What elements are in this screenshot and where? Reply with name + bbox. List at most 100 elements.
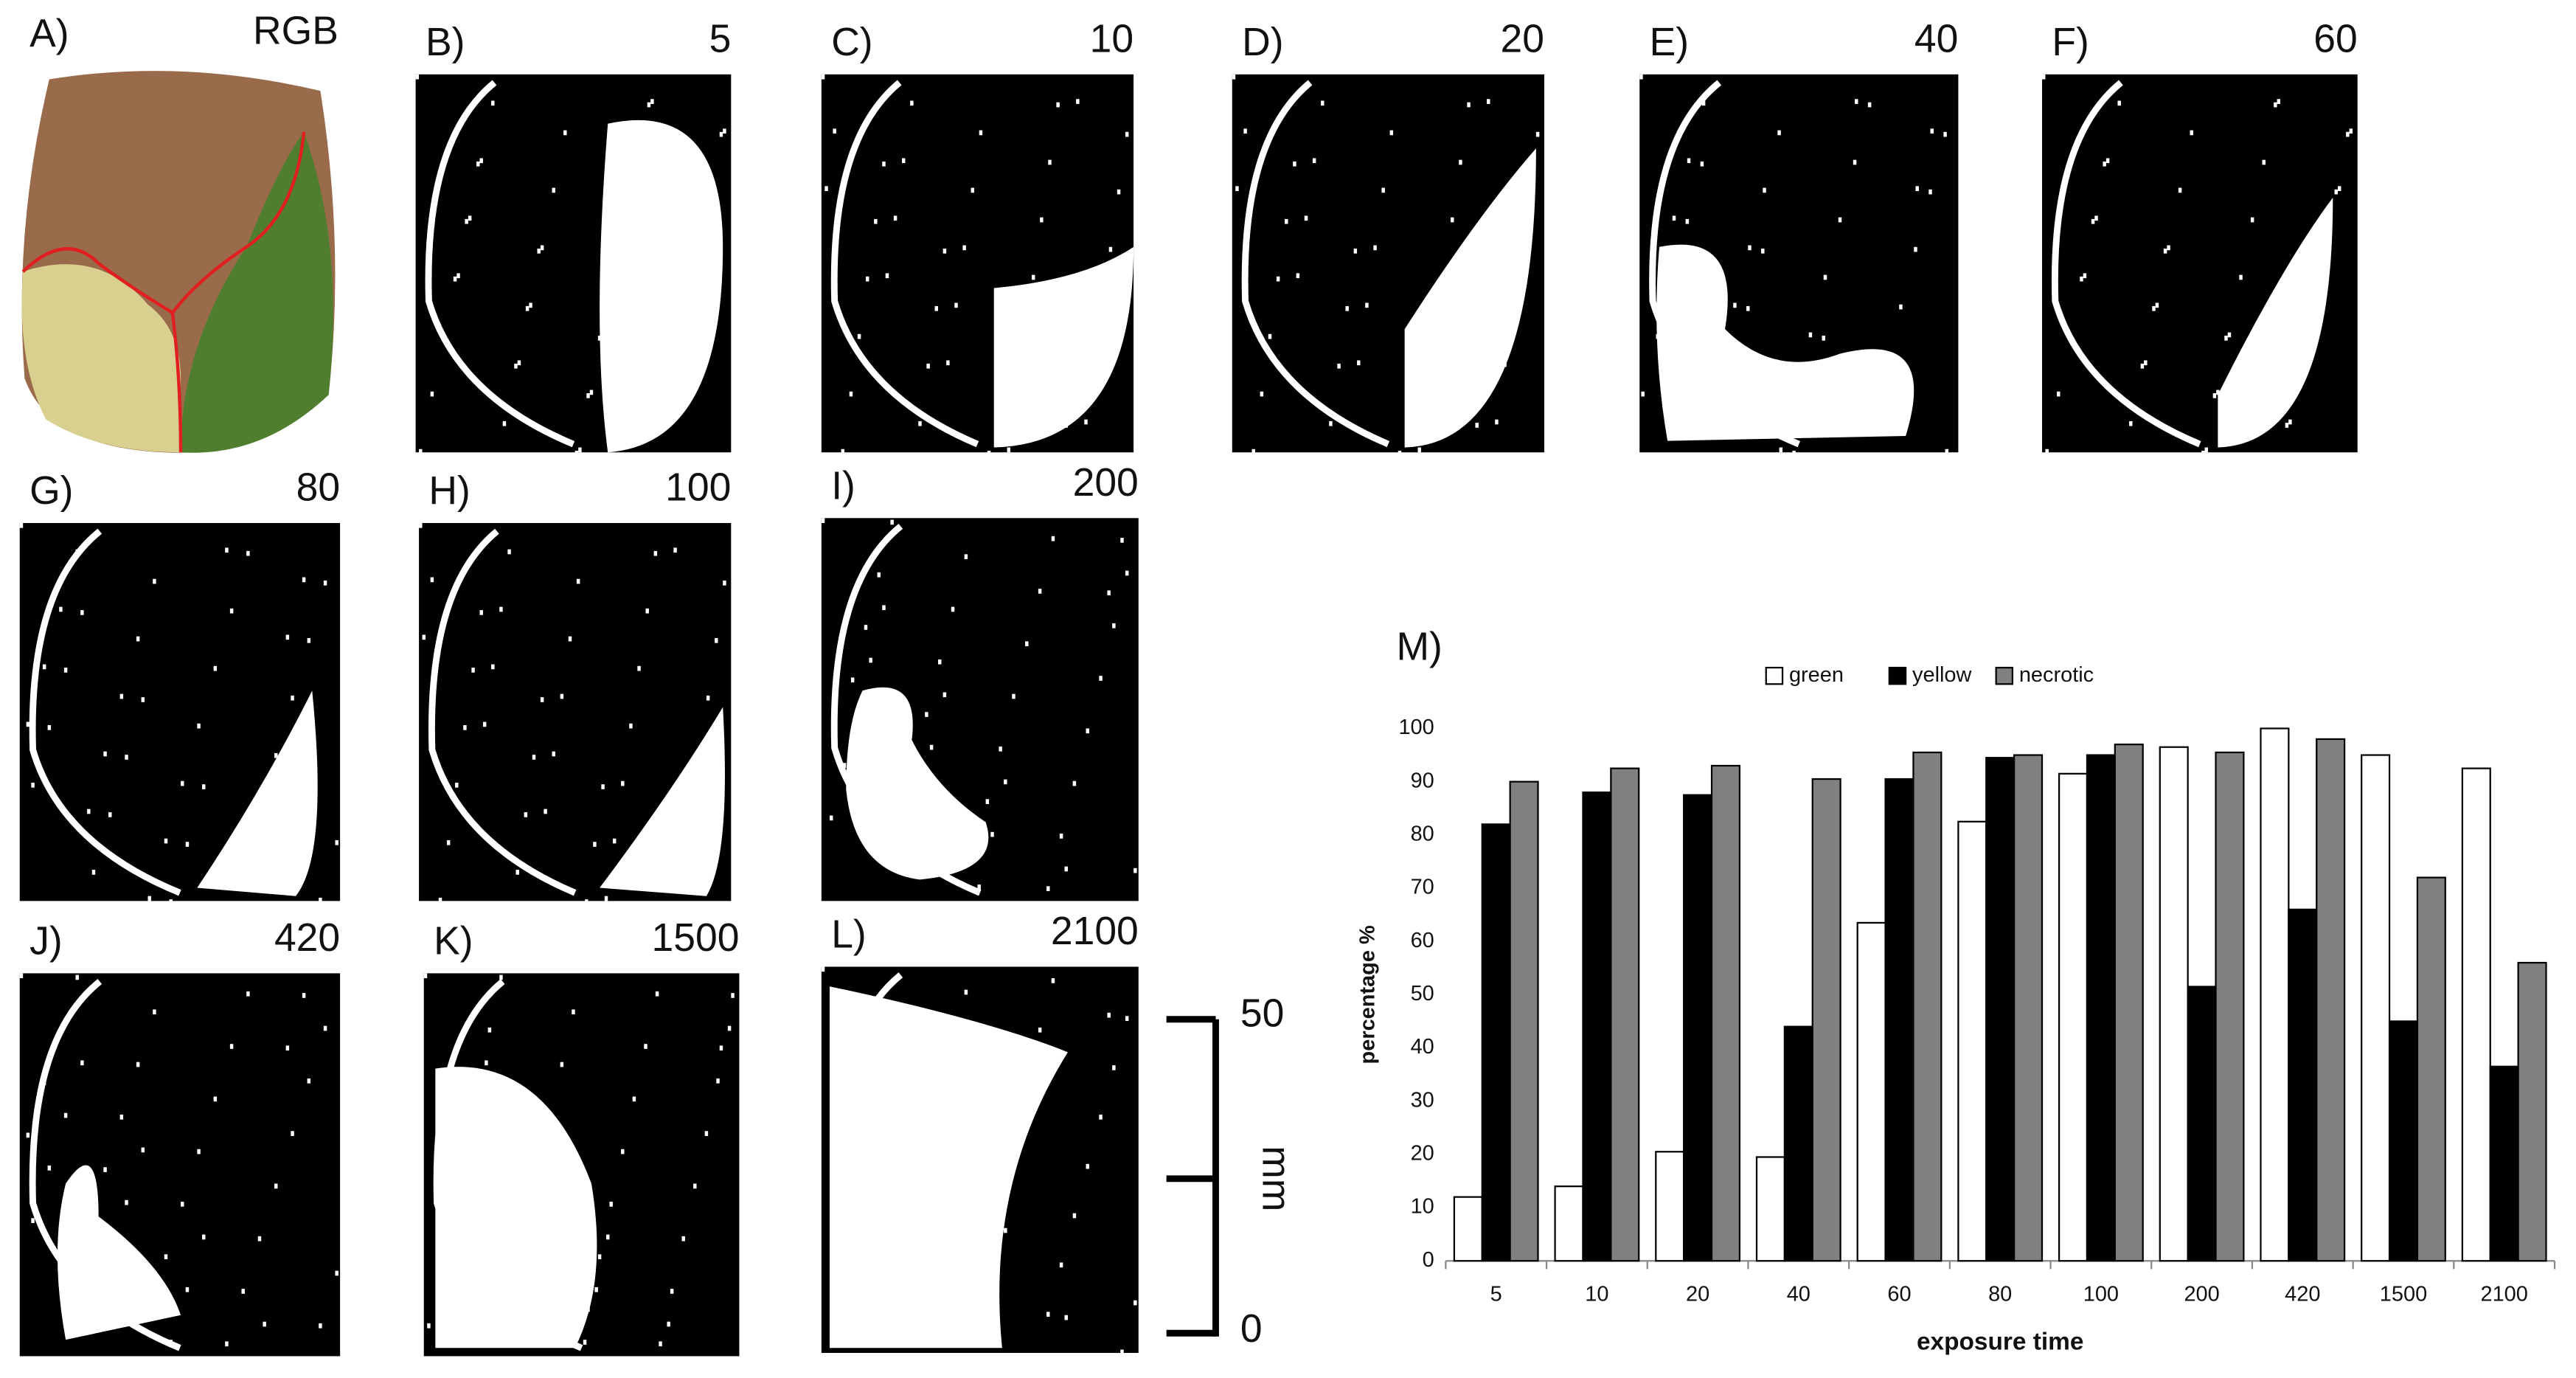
image-speck [877, 1001, 881, 1006]
image-speck [929, 744, 934, 750]
bar [2461, 767, 2491, 1262]
image-speck [1285, 218, 1288, 224]
image-speck [108, 1253, 112, 1258]
image-speck [63, 1112, 68, 1118]
panel-caption: 60 [2313, 17, 2357, 60]
image-speck [659, 423, 662, 428]
image-speck [1064, 423, 1068, 428]
image-speck [225, 547, 229, 553]
x-tick-label: 80 [1988, 1283, 2012, 1306]
bar [2215, 751, 2245, 1262]
image-speck [1117, 189, 1121, 195]
y-tick-label: 40 [1411, 1035, 1434, 1059]
image-speck [632, 1096, 636, 1102]
image-speck [213, 665, 218, 671]
image-speck [563, 130, 567, 136]
image-speck [917, 797, 920, 803]
image-speck [1701, 100, 1706, 106]
image-speck [1381, 187, 1385, 193]
image-speck [229, 1044, 234, 1049]
image-speck [26, 721, 30, 727]
image-speck [2057, 391, 2061, 397]
y-tick-label: 30 [1411, 1088, 1434, 1112]
image-speck [673, 361, 677, 367]
image-speck [1656, 333, 1659, 339]
image-speck [181, 780, 184, 786]
image-speck [1004, 779, 1007, 785]
image-speck [1519, 246, 1524, 252]
image-speck [574, 450, 579, 456]
threshold-image [19, 523, 341, 904]
image-speck [696, 246, 700, 252]
image-speck [1853, 159, 1857, 165]
image-speck [882, 605, 886, 611]
image-speck [1048, 159, 1052, 165]
bar [1811, 778, 1841, 1262]
image-speck [560, 693, 564, 699]
image-speck [977, 884, 981, 890]
image-speck [487, 1027, 492, 1033]
image-speck [821, 74, 825, 80]
image-speck [704, 1131, 709, 1136]
image-speck [629, 723, 633, 729]
image-speck [2178, 187, 2182, 193]
image-speck [540, 697, 544, 702]
image-speck [644, 1044, 648, 1049]
image-speck [609, 1202, 613, 1207]
x-tick-label: 20 [1686, 1283, 1709, 1306]
image-speck [662, 419, 666, 425]
image-speck [647, 102, 651, 108]
image-speck [2216, 389, 2220, 395]
image-speck [1406, 393, 1410, 398]
image-speck [2163, 248, 2167, 254]
image-speck [690, 810, 694, 816]
image-speck [597, 336, 602, 341]
panel-label: H) [428, 469, 470, 513]
x-tick-label: 200 [2184, 1283, 2219, 1306]
image-speck [59, 606, 63, 612]
image-speck [302, 993, 306, 998]
image-speck [850, 677, 855, 683]
image-speck [1304, 215, 1308, 221]
image-speck [263, 871, 266, 876]
image-speck [985, 799, 990, 804]
panel-caption: 80 [296, 466, 340, 510]
image-speck [1487, 99, 1490, 104]
image-speck [1882, 423, 1886, 428]
image-speck [59, 1027, 63, 1033]
image-speck [972, 851, 976, 857]
image-speck [1426, 389, 1430, 395]
image-speck [1855, 99, 1858, 104]
image-speck [865, 276, 869, 282]
panel-caption: 2100 [1051, 910, 1139, 953]
threshold-image [423, 973, 740, 1357]
image-speck [119, 693, 124, 699]
image-speck [482, 721, 487, 727]
panel-caption: 1500 [652, 916, 740, 960]
image-speck [586, 1306, 590, 1312]
image-speck [925, 1138, 928, 1143]
image-speck [1038, 1027, 1042, 1033]
image-speck [1031, 274, 1035, 280]
image-speck [1004, 336, 1007, 341]
image-speck [1535, 131, 1540, 137]
image-speck [2144, 360, 2148, 366]
image-speck [2227, 332, 2232, 338]
image-speck [1133, 1300, 1137, 1306]
threshold-image [2042, 74, 2358, 456]
image-speck [1086, 1163, 1089, 1169]
image-speck [1293, 161, 1296, 167]
image-speck [918, 420, 922, 426]
panel-label: I) [831, 464, 855, 508]
bar [2489, 1065, 2519, 1262]
image-speck [1125, 570, 1129, 576]
image-speck [1945, 449, 1949, 454]
panel-label: L) [831, 913, 867, 957]
image-speck [1012, 1126, 1016, 1132]
image-speck [307, 637, 311, 643]
image-speck [1670, 276, 1675, 282]
image-speck [719, 1045, 723, 1051]
image-speck [125, 1199, 128, 1205]
bar [1912, 751, 1943, 1262]
legend-label: green [1789, 663, 1844, 687]
